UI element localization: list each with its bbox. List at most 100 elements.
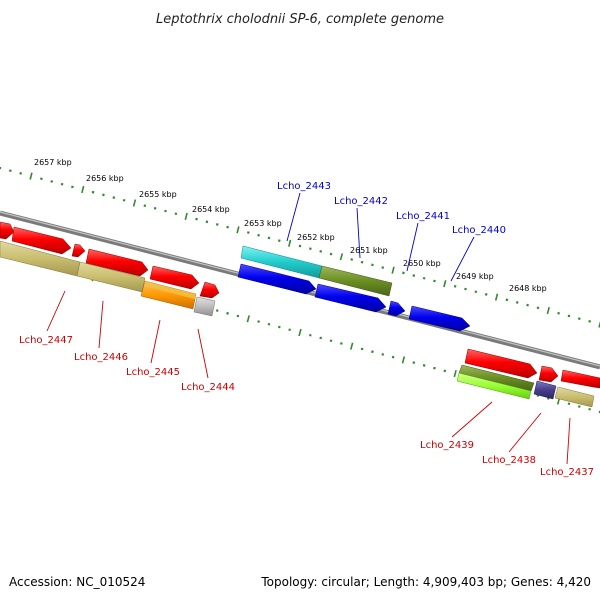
tick-minor <box>226 311 229 315</box>
gene-lcho-2445-red[interactable] <box>85 248 149 277</box>
tick-minor <box>340 342 343 345</box>
tick-minor <box>412 274 416 277</box>
tick-minor <box>433 366 436 370</box>
kbp-label: 2656 kbp <box>86 174 124 183</box>
tick-minor <box>381 266 385 269</box>
tick-minor <box>464 287 467 291</box>
tick-minor <box>257 320 260 323</box>
gene-label-lcho-2440[interactable]: Lcho_2440 <box>452 225 506 236</box>
gene-lcho-2440[interactable] <box>408 305 471 332</box>
tick-minor <box>350 258 354 261</box>
gene-label-lcho-2446[interactable]: Lcho_2446 <box>74 352 128 363</box>
tick-minor <box>536 306 540 310</box>
tick-major <box>401 356 406 364</box>
tick-minor <box>474 290 478 294</box>
gene-label-lcho-2444[interactable]: Lcho_2444 <box>181 382 235 393</box>
gene-lcho-2443-blue[interactable] <box>237 263 317 295</box>
tick-minor <box>422 364 426 367</box>
gene-lcho-2447-red-b[interactable] <box>11 226 72 255</box>
gene-lcho-2438-red[interactable] <box>538 365 559 383</box>
tick-minor <box>236 314 240 318</box>
tick-major <box>132 199 137 207</box>
tick-minor <box>60 182 64 186</box>
gene-label-lcho-2439[interactable]: Lcho_2439 <box>420 440 474 451</box>
gene-lcho-2439-red[interactable] <box>464 348 538 379</box>
gene-lcho-2444[interactable] <box>193 296 216 317</box>
tick-minor <box>215 309 219 312</box>
gene-label-group: Lcho_2443 Lcho_2442 Lcho_2441 Lcho_2440 … <box>19 181 594 478</box>
tick-major <box>339 253 344 261</box>
tick-minor <box>19 171 23 175</box>
gene-lcho-2446-red[interactable] <box>71 243 86 258</box>
tick-major <box>246 315 250 323</box>
tick-minor <box>102 193 105 197</box>
kbp-label: 2652 kbp <box>297 233 335 242</box>
gene-lcho-2442[interactable] <box>318 265 393 297</box>
tick-minor <box>526 303 529 307</box>
kbp-label: 2649 kbp <box>456 272 494 281</box>
gene-lcho-2441[interactable] <box>387 300 406 317</box>
gene-lcho-2444-red[interactable] <box>149 265 200 290</box>
tick-major <box>443 280 447 288</box>
tick-minor <box>71 185 74 189</box>
gene-lcho-2438[interactable] <box>533 380 557 400</box>
tick-major <box>494 293 499 301</box>
tick-major <box>236 226 240 234</box>
tick-minor <box>195 217 198 221</box>
tick-minor <box>360 347 364 351</box>
tick-minor <box>226 225 229 229</box>
tick-minor <box>164 209 167 213</box>
tick-minor <box>309 247 312 251</box>
tick-minor <box>329 252 333 256</box>
gene-lcho-2437-red[interactable] <box>560 369 600 389</box>
tick-minor <box>319 336 323 340</box>
kbp-label: 2655 kbp <box>139 190 177 199</box>
tick-minor <box>391 355 395 359</box>
tick-minor <box>412 361 416 365</box>
kbp-label: 2651 kbp <box>350 246 388 255</box>
gene-lcho-2439[interactable] <box>456 364 535 400</box>
tick-major <box>350 342 354 350</box>
gene-lcho-2442-blue[interactable] <box>314 283 387 313</box>
tick-minor <box>443 369 447 373</box>
tick-minor <box>309 333 312 337</box>
tick-minor <box>402 271 405 275</box>
gene-label-lcho-2438[interactable]: Lcho_2438 <box>482 455 536 466</box>
tick-minor <box>381 353 385 356</box>
kbp-label: 2648 kbp <box>509 284 547 293</box>
tick-major <box>453 369 457 378</box>
tick-minor <box>40 177 43 181</box>
tick-minor <box>257 233 260 237</box>
gene-lcho-2445[interactable] <box>140 280 197 310</box>
tick-major <box>29 172 33 180</box>
gene-label-lcho-2445[interactable]: Lcho_2445 <box>126 367 180 378</box>
tick-minor <box>484 293 488 296</box>
tick-minor <box>143 204 147 207</box>
tick-minor <box>557 311 560 315</box>
gene-lcho-2447-red[interactable] <box>0 221 15 240</box>
tick-minor <box>205 220 209 224</box>
accession-text: Accession: NC_010524 <box>9 575 145 589</box>
gene-label-lcho-2441[interactable]: Lcho_2441 <box>396 211 450 222</box>
gene-lcho-2444-red-b[interactable] <box>199 281 220 299</box>
tick-minor <box>577 405 581 408</box>
tick-minor <box>319 249 323 253</box>
tick-minor <box>215 223 219 226</box>
tick-minor <box>567 402 571 406</box>
gene-label-lcho-2443[interactable]: Lcho_2443 <box>277 181 331 192</box>
tick-major <box>81 185 85 194</box>
tick-minor <box>588 319 591 323</box>
tick-minor <box>371 263 374 267</box>
tick-minor <box>50 180 54 183</box>
tick-major <box>546 306 550 315</box>
tick-minor <box>433 279 436 283</box>
tick-minor <box>298 244 302 248</box>
gene-label-lcho-2442[interactable]: Lcho_2442 <box>334 196 388 207</box>
tick-minor <box>267 236 271 240</box>
tick-minor <box>360 260 364 264</box>
kbp-label: 2654 kbp <box>192 205 230 214</box>
gene-label-lcho-2447[interactable]: Lcho_2447 <box>19 335 73 346</box>
gene-label-lcho-2437[interactable]: Lcho_2437 <box>540 467 594 478</box>
gene-lcho-2437[interactable] <box>554 386 595 408</box>
